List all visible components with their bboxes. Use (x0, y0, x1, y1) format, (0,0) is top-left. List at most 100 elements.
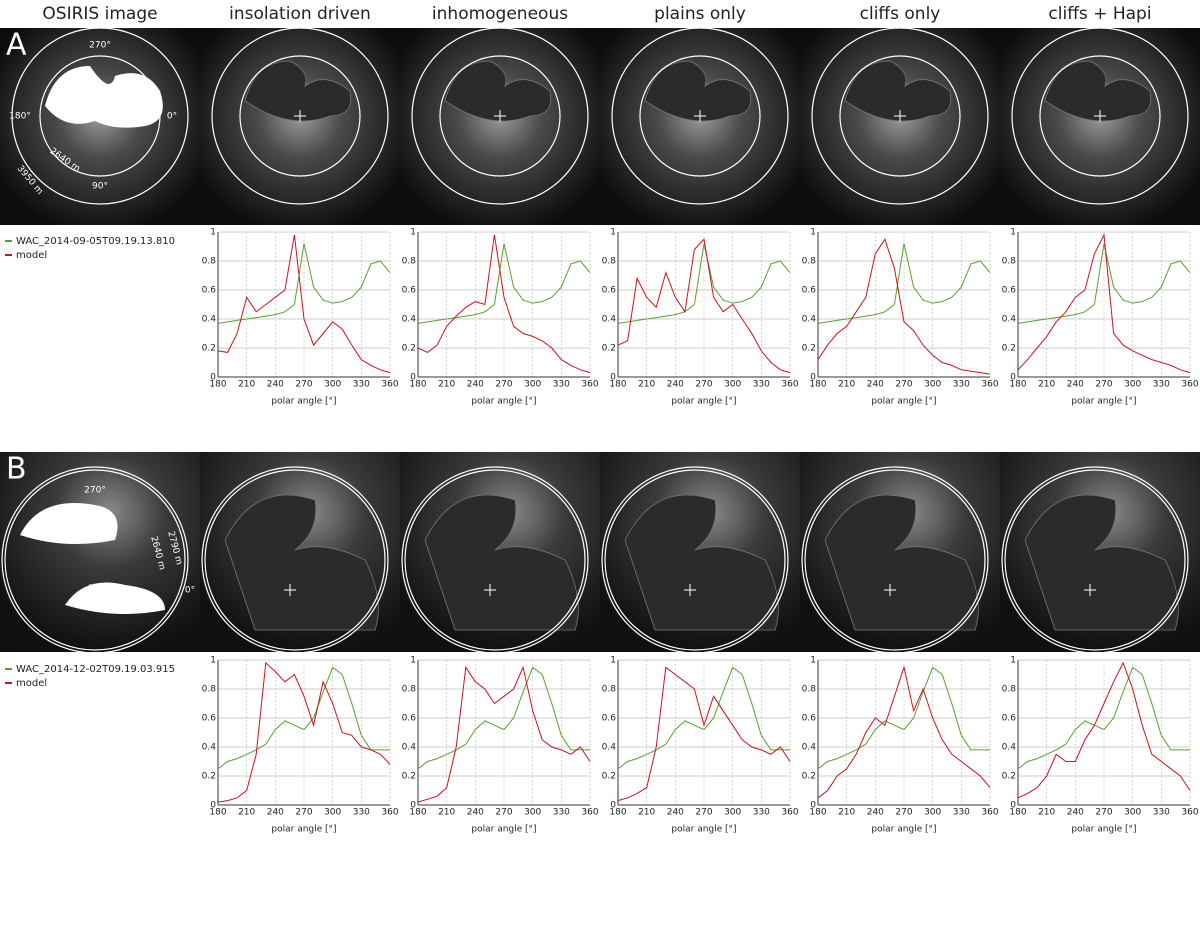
data-line (217, 661, 391, 803)
y-tick-label: 0.2 (202, 344, 216, 354)
reference-circle (1011, 27, 1189, 205)
x-tick-label: 300 (524, 808, 541, 818)
data-line (417, 243, 591, 324)
angle-label: 90° (92, 182, 108, 192)
center-cross (1084, 584, 1096, 596)
image-background (800, 28, 1000, 225)
nucleus (224, 494, 379, 631)
x-tick-label: 330 (553, 380, 570, 390)
x-tick-label: 210 (838, 808, 855, 818)
y-tick-label: 0 (610, 801, 616, 811)
y-tick-label: 0.8 (802, 257, 817, 267)
x-tick-label: 180 (409, 380, 426, 390)
y-tick-label: 0.4 (202, 743, 217, 753)
y-tick-label: 0.4 (402, 743, 417, 753)
reference-circle (611, 27, 789, 205)
x-tick-label: 270 (895, 380, 912, 390)
nucleus (424, 494, 579, 631)
reference-circle (11, 27, 189, 205)
center-cross (1094, 110, 1106, 122)
x-tick-label: 270 (1095, 380, 1112, 390)
y-tick-label: 0 (810, 801, 816, 811)
image-background (600, 28, 800, 225)
x-axis-label: polar angle [°] (671, 397, 736, 407)
image-background (200, 28, 400, 225)
x-tick-label: 300 (924, 380, 941, 390)
reference-circle (4, 469, 186, 651)
center-cross (284, 584, 296, 596)
x-axis-label: polar angle [°] (471, 397, 536, 407)
angle-label: 180° (9, 112, 31, 122)
reference-circle (1004, 469, 1186, 651)
x-tick-label: 360 (781, 808, 798, 818)
y-tick-label: 0.6 (802, 286, 817, 296)
y-tick-label: 1 (410, 656, 416, 666)
center-cross (94, 110, 106, 122)
data-line (1017, 666, 1190, 770)
y-tick-label: 0.2 (402, 772, 416, 782)
reference-circle (1001, 466, 1189, 654)
y-tick-label: 0.8 (402, 685, 417, 695)
x-tick-label: 360 (581, 808, 598, 818)
nucleus (624, 494, 779, 631)
x-tick-label: 270 (295, 380, 312, 390)
nucleus (244, 60, 352, 122)
reference-circle (1039, 55, 1161, 177)
x-tick-label: 330 (553, 808, 570, 818)
y-tick-label: 0.6 (402, 286, 417, 296)
x-tick-label: 270 (295, 808, 312, 818)
center-cross (84, 584, 96, 596)
y-tick-label: 0.4 (202, 315, 217, 325)
x-tick-label: 180 (609, 380, 626, 390)
y-tick-label: 0.4 (802, 743, 817, 753)
x-tick-label: 360 (981, 380, 998, 390)
image-background (400, 28, 600, 225)
y-tick-label: 1 (610, 656, 616, 666)
data-line (417, 666, 590, 770)
x-tick-label: 270 (895, 808, 912, 818)
y-tick-label: 0.4 (1002, 743, 1017, 753)
y-tick-label: 1 (810, 656, 816, 666)
center-cross (684, 584, 696, 596)
y-tick-label: 0.8 (602, 685, 617, 695)
nucleus (45, 66, 163, 128)
data-line (417, 234, 591, 374)
center-cross (494, 110, 506, 122)
legend-label: model (16, 250, 47, 261)
x-axis-label: polar angle [°] (671, 825, 736, 835)
x-axis-label: polar angle [°] (871, 825, 936, 835)
image-background (0, 28, 200, 225)
reference-circle (439, 55, 561, 177)
x-tick-label: 180 (209, 808, 226, 818)
reference-circle (801, 466, 989, 654)
data-line (617, 666, 791, 802)
y-tick-label: 1 (210, 228, 216, 238)
y-tick-label: 0 (210, 373, 216, 383)
angle-label: 0° (185, 586, 195, 596)
y-tick-label: 0 (610, 373, 616, 383)
reference-circle (201, 466, 389, 654)
reference-circle (411, 27, 589, 205)
y-tick-label: 0.2 (602, 344, 616, 354)
data-line (217, 243, 391, 324)
y-tick-label: 0.4 (602, 315, 617, 325)
x-tick-label: 330 (1153, 380, 1170, 390)
column-header: plains only (654, 4, 746, 24)
y-tick-label: 0.2 (802, 772, 816, 782)
x-tick-label: 330 (353, 808, 370, 818)
column-header: insolation driven (229, 4, 371, 24)
x-tick-label: 330 (353, 380, 370, 390)
center-cross (894, 110, 906, 122)
x-tick-label: 360 (381, 380, 398, 390)
x-tick-label: 180 (209, 380, 226, 390)
x-tick-label: 360 (381, 808, 398, 818)
x-tick-label: 360 (581, 380, 598, 390)
x-tick-label: 180 (1009, 380, 1026, 390)
x-tick-label: 270 (495, 808, 512, 818)
x-axis-label: polar angle [°] (871, 397, 936, 407)
y-tick-label: 0 (210, 801, 216, 811)
x-tick-label: 210 (238, 808, 255, 818)
x-tick-label: 330 (1153, 808, 1170, 818)
